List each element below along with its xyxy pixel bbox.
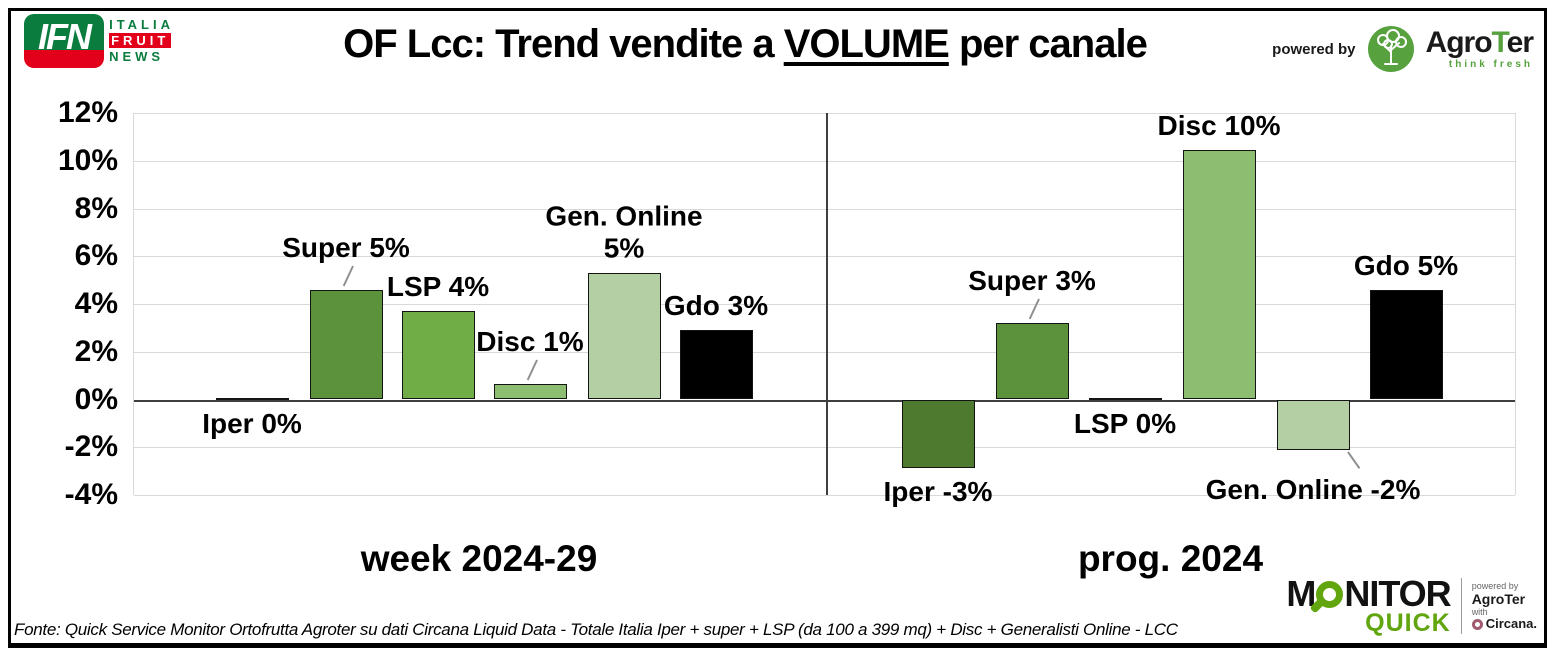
bar-disc <box>493 383 567 400</box>
gridline <box>134 447 1515 449</box>
bar-disc <box>1182 150 1256 400</box>
agroter-tree-icon <box>1367 26 1414 72</box>
gridline <box>134 113 1515 114</box>
bar-label: Gen. Online 5% <box>545 200 703 264</box>
ifn-logo-badge: IFN <box>24 14 105 68</box>
bar-label: Iper -3% <box>883 475 993 507</box>
bar-label: Disc 1% <box>476 325 584 357</box>
title-underlined-word: VOLUME <box>783 22 950 66</box>
bar-label: Super 3% <box>968 264 1096 296</box>
y-axis-tick: 4% <box>74 287 118 320</box>
bar-gen-online <box>587 272 661 400</box>
bar-iper <box>215 397 289 400</box>
y-axis-tick: 6% <box>74 239 118 273</box>
y-axis-tick: 0% <box>74 382 118 416</box>
y-axis-tick: 2% <box>74 334 118 368</box>
bar-label: LSP 4% <box>386 270 490 302</box>
quick-label: QUICK <box>1365 609 1451 638</box>
bar-label: LSP 0% <box>1073 407 1177 439</box>
source-note: Fonte: Quick Service Monitor Ortofrutta … <box>14 620 1178 639</box>
page-title: OF Lcc: Trend vendite a VOLUME per canal… <box>343 22 1148 66</box>
leader-line <box>1347 451 1361 469</box>
ifn-initials: IFN <box>38 16 92 57</box>
agroter-wordmark: AgroTer think fresh <box>1425 26 1534 70</box>
magnifier-icon <box>1316 580 1344 608</box>
agroter-tagline: think fresh <box>1448 59 1533 70</box>
ifn-wordmark: ITALIA FRUIT NEWS <box>109 17 174 64</box>
gridline <box>134 160 1515 162</box>
bar-gdo <box>1369 289 1443 400</box>
gridline <box>134 495 1515 496</box>
monitor-wordmark: M NITOR <box>1286 573 1451 614</box>
y-axis-tick: -2% <box>64 430 118 464</box>
gridline <box>134 256 1515 258</box>
bar-gdo <box>679 330 753 400</box>
bar-super <box>995 323 1069 400</box>
logo-divider <box>1460 578 1462 635</box>
group-label: week 2024-29 <box>360 538 598 579</box>
gridline <box>134 351 1515 353</box>
agroter-logo: powered by AgroTer think fresh <box>1272 26 1534 72</box>
gridline <box>134 304 1515 305</box>
plot-area: Iper 0% Super 5% LSP 4% Disc 1% Gen. Online … <box>133 109 1516 507</box>
bar-label: Disc 10% <box>1157 109 1281 141</box>
circana-icon <box>1471 619 1483 631</box>
group-divider <box>826 113 828 495</box>
y-axis-tick: 10% <box>57 143 118 177</box>
bar-label: Gdo 5% <box>1353 249 1459 281</box>
bar-label: Iper 0% <box>202 407 302 439</box>
monitor-credits: powered by AgroTer with Circana. <box>1471 580 1537 632</box>
y-axis-tick: -4% <box>64 478 118 511</box>
bar-label: Gen. Online -2% <box>1205 473 1421 505</box>
y-axis-tick: 8% <box>74 191 118 225</box>
y-axis-tick: 12% <box>57 96 118 129</box>
bar-lsp <box>1088 397 1162 400</box>
bar-lsp <box>401 311 475 400</box>
powered-by-label: powered by <box>1272 40 1356 58</box>
gridline <box>134 208 1515 210</box>
bar-label: Gdo 3% <box>663 290 769 322</box>
zero-axis-line <box>134 399 1515 402</box>
ifn-logo: IFN ITALIA FRUIT NEWS <box>24 14 174 70</box>
leader-line <box>1028 298 1040 320</box>
bar-label: Super 5% <box>282 231 410 263</box>
bar-gen-online <box>1276 399 1350 450</box>
group-label: prog. 2024 <box>1077 538 1264 579</box>
leader-line <box>526 359 538 381</box>
bar-super <box>309 289 383 400</box>
monitor-quick-logo: M NITOR QUICK powered by AgroTer with Cir… <box>1286 573 1537 638</box>
bar-iper <box>901 399 975 468</box>
